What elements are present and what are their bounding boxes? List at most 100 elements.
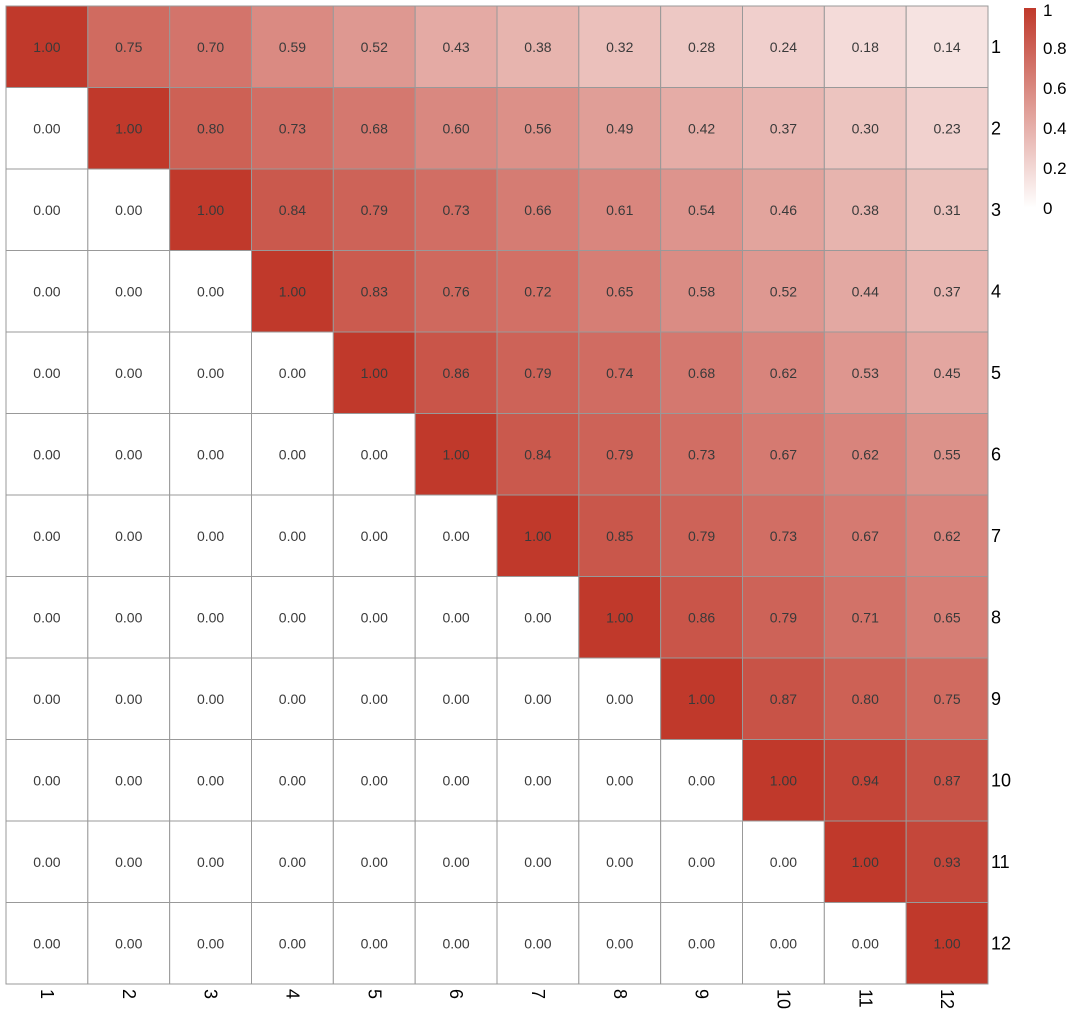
column-label: 2 <box>119 989 139 999</box>
cell-value-label: 0.00 <box>279 609 306 625</box>
cell-value-label: 0.79 <box>606 446 633 462</box>
heatmap-cell <box>742 820 825 903</box>
cell-value-label: 0.00 <box>361 772 388 788</box>
heatmap-cell <box>905 820 989 903</box>
cell-value-label: 0.68 <box>361 120 388 136</box>
heatmap-cell <box>5 657 89 740</box>
cell-value-label: 0.45 <box>933 365 960 381</box>
cell-value-label: 0.46 <box>770 202 797 218</box>
cell-value-label: 0.00 <box>115 935 142 951</box>
heatmap-cell <box>905 413 989 496</box>
cell-value-label: 0.00 <box>361 691 388 707</box>
cell-value-label: 1.00 <box>770 772 797 788</box>
cell-value-label: 0.00 <box>33 772 60 788</box>
cell-value-label: 0.00 <box>33 446 60 462</box>
cell-value-label: 1.00 <box>361 365 388 381</box>
heatmap-cell <box>496 902 580 985</box>
row-label: 3 <box>991 200 1001 220</box>
row-label: 1 <box>991 37 1001 57</box>
cell-value-label: 1.00 <box>524 528 551 544</box>
cell-value-label: 0.79 <box>524 365 551 381</box>
column-label: 10 <box>773 989 793 1009</box>
heatmap-cell <box>414 657 498 740</box>
heatmap-cell <box>496 250 580 333</box>
column-label: 9 <box>692 989 712 999</box>
cell-value-label: 0.00 <box>33 691 60 707</box>
heatmap-cell <box>414 494 498 577</box>
heatmap-cell <box>332 902 416 985</box>
heatmap-cell <box>169 494 253 577</box>
cell-value-label: 0.00 <box>524 691 551 707</box>
cell-value-label: 0.38 <box>852 202 879 218</box>
heatmap-cell <box>742 739 825 822</box>
heatmap-cell <box>578 820 662 903</box>
heatmap-cell <box>251 413 334 496</box>
cell-value-label: 0.32 <box>606 39 633 55</box>
heatmap-cell <box>5 331 89 414</box>
cell-value-label: 0.14 <box>933 39 960 55</box>
cell-value-label: 0.00 <box>115 528 142 544</box>
cell-value-label: 0.84 <box>279 202 306 218</box>
column-label: 12 <box>937 989 957 1009</box>
heatmap-cell <box>496 820 580 903</box>
heatmap-cell <box>87 331 171 414</box>
cell-value-label: 0.00 <box>115 365 142 381</box>
heatmap-cell <box>251 5 334 88</box>
heatmap-cell <box>660 250 744 333</box>
cell-value-label: 0.00 <box>197 854 224 870</box>
heatmap-cell <box>87 250 171 333</box>
cell-value-label: 0.37 <box>933 283 960 299</box>
heatmap-cell <box>496 739 580 822</box>
heatmap-cell <box>905 250 989 333</box>
heatmap-cell <box>905 168 989 251</box>
cell-value-label: 0.00 <box>197 528 224 544</box>
row-label: 8 <box>991 607 1001 627</box>
heatmap-cell <box>251 576 334 659</box>
heatmap-cell <box>332 820 416 903</box>
cell-value-label: 1.00 <box>279 283 306 299</box>
cell-value-label: 0.73 <box>770 528 797 544</box>
heatmap-cell <box>332 494 416 577</box>
cell-value-label: 0.00 <box>197 609 224 625</box>
cell-value-label: 0.23 <box>933 120 960 136</box>
cell-value-label: 0.79 <box>361 202 388 218</box>
heatmap-cell <box>496 87 580 170</box>
row-label: 5 <box>991 363 1001 383</box>
cell-value-label: 0.38 <box>524 39 551 55</box>
heatmap-cell <box>414 413 498 496</box>
cell-value-label: 0.56 <box>524 120 551 136</box>
heatmap-cell <box>414 87 498 170</box>
cell-value-label: 0.00 <box>442 691 469 707</box>
cell-value-label: 0.00 <box>197 935 224 951</box>
cell-value-label: 0.00 <box>279 935 306 951</box>
cell-value-label: 0.00 <box>115 446 142 462</box>
cell-value-label: 0.86 <box>442 365 469 381</box>
cell-value-label: 0.76 <box>442 283 469 299</box>
cell-value-label: 0.00 <box>606 854 633 870</box>
heatmap-cell <box>905 494 989 577</box>
legend-tick-label: 0 <box>1043 199 1052 218</box>
heatmap-cell <box>251 168 334 251</box>
heatmap-cell <box>87 902 171 985</box>
heatmap-cell <box>905 739 989 822</box>
heatmap-cell <box>905 576 989 659</box>
cell-value-label: 1.00 <box>197 202 224 218</box>
cell-value-label: 0.00 <box>279 365 306 381</box>
heatmap-cell <box>414 820 498 903</box>
cell-value-label: 1.00 <box>852 854 879 870</box>
heatmap-cell <box>332 576 416 659</box>
cell-value-label: 0.87 <box>770 691 797 707</box>
cell-value-label: 0.00 <box>442 854 469 870</box>
cell-value-label: 0.28 <box>688 39 715 55</box>
cell-value-label: 0.79 <box>770 609 797 625</box>
row-label: 4 <box>991 281 1001 301</box>
cell-value-label: 0.30 <box>852 120 879 136</box>
cell-value-label: 0.83 <box>361 283 388 299</box>
heatmap-cell <box>823 494 907 577</box>
heatmap-cell <box>87 820 171 903</box>
cell-value-label: 0.79 <box>688 528 715 544</box>
cell-value-label: 0.73 <box>442 202 469 218</box>
cell-value-label: 0.75 <box>933 691 960 707</box>
column-label: 5 <box>364 989 384 999</box>
